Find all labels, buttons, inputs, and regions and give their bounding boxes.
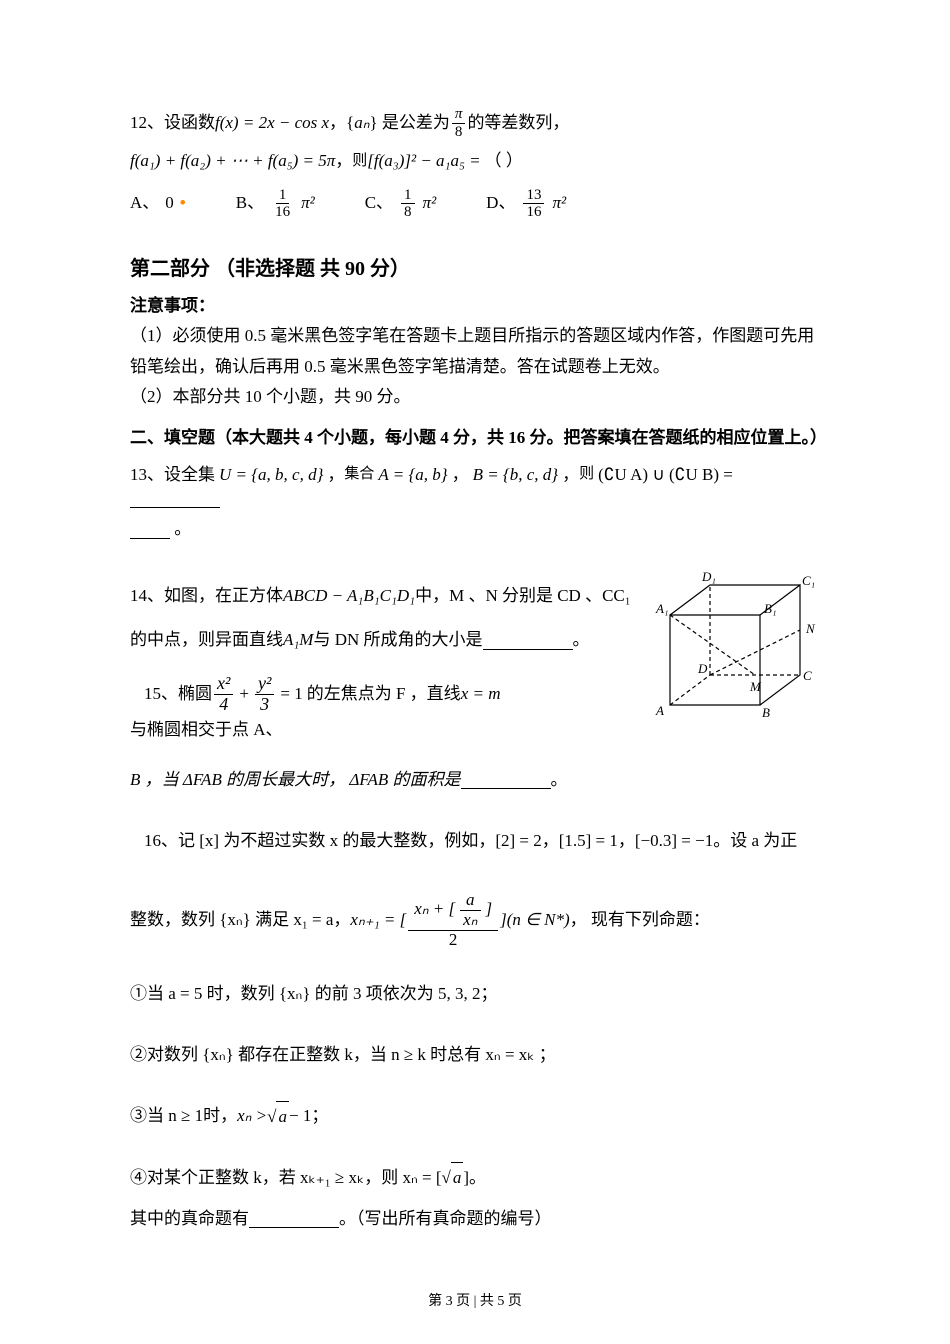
question-13: 13、 设全集 U = {a, b, c, d} ， 集合 A = {a, b}…	[130, 460, 820, 509]
q13-blank	[130, 490, 220, 508]
q16-s2: ②对数列 {xₙ} 都存在正整数 k，当 n ≥ k 时总有 xₙ = xₖ ；	[130, 1040, 820, 1071]
q12-number: 12、	[130, 108, 164, 139]
q12-expr: [f(a₃)]² − a₁a₅ =	[367, 146, 480, 177]
q15-frac2: y² 3	[255, 674, 274, 715]
q12-opt-a: A、 0 •	[130, 188, 186, 219]
section2-title: 第二部分 （非选择题 共 90 分）	[130, 251, 820, 287]
label-M: M	[749, 679, 762, 694]
q16-blank	[249, 1210, 339, 1228]
q13-B: B = {b, c, d}	[473, 460, 559, 491]
label-N: N	[805, 621, 816, 636]
q15-blank	[461, 771, 551, 789]
question-16: 16、 记 [x] 为不超过实数 x 的最大整数，例如，[2] = 2，[1.5…	[130, 826, 820, 857]
q12-frac-pi8: π 8	[452, 106, 466, 140]
q14-blank	[483, 632, 573, 650]
label-C1: C₁	[802, 573, 815, 588]
label-A: A	[655, 703, 664, 718]
q12-text1b: ，{	[329, 108, 354, 139]
q12-an: aₙ	[354, 108, 369, 139]
q12-sum: f(a₁) + f(a₂) + ⋯ + f(a₅) = 5π	[130, 146, 335, 177]
q12-opt-c: C、 18 π²	[365, 187, 436, 221]
page-footer: 第 3 页 | 共 5 页	[0, 1289, 950, 1314]
q16-s3: ③当 n ≥ 1时， xₙ > √a − 1；	[130, 1101, 820, 1133]
q15-line2: B ，当 ΔFAB 的周长最大时， ΔFAB 的面积是 。	[130, 765, 820, 796]
q14-text: 14、 如图，在正方体 ABCD − A₁B₁C₁D₁ 中，M 、N 分别是 C…	[130, 575, 640, 751]
q12-text1a: 设函数	[164, 108, 215, 139]
section2-notice: 注意事项：	[130, 291, 820, 322]
q16-s4: ④对某个正整数 k，若 xₖ₊₁ ≥ xₖ，则 xₙ = [ √a ]。	[130, 1162, 820, 1194]
q12-line2: f(a₁) + f(a₂) + ⋯ + f(a₅) = 5π ， 则 [f(a₃…	[130, 146, 820, 177]
question-14: 14、 如图，在正方体 ABCD − A₁B₁C₁D₁ 中，M 、N 分别是 C…	[130, 575, 820, 751]
q14-line2: 的中点，则异面直线 A₁M 与 DN 所成角的大小是 。	[130, 625, 640, 656]
sqrt-icon: √a	[441, 1162, 463, 1194]
marker-dot-icon: •	[180, 188, 186, 219]
q16-final: 其中的真命题有 。（写出所有真命题的编号）	[130, 1204, 820, 1235]
cube-diagram: D₁ C₁ A₁ B₁ D C A B M N	[650, 565, 820, 735]
q13-expr: (∁U A) ∪ (∁U B) =	[598, 460, 733, 491]
q15-frac1: x² 4	[214, 674, 233, 715]
q12-comma: ，	[335, 146, 352, 177]
q16-bigfrac: xₙ + [axₙ] 2	[408, 891, 498, 949]
q12-opt-d: D、 1316 π²	[486, 187, 566, 221]
q13-U: U = {a, b, c, d}	[219, 460, 323, 491]
q13-line2: 。	[130, 514, 820, 545]
q12-then: 则	[352, 148, 367, 175]
fill-title: 二、填空题（本大题共 4 个小题，每小题 4 分，共 16 分。把答案填在答题纸…	[130, 423, 820, 454]
sqrt-icon: √a	[267, 1101, 289, 1133]
q16-s1: ①当 a = 5 时，数列 {xₙ} 的前 3 项依次为 5, 3, 2；	[130, 979, 820, 1010]
q12-text1c: } 是公差为	[370, 108, 450, 139]
q13-texta: 设全集	[164, 460, 215, 491]
label-D1: D₁	[701, 569, 716, 584]
q12-text1d: 的等差数列，	[467, 108, 569, 139]
section2-rule1: （1）必须使用 0.5 毫米黑色签字笔在答题卡上题目所指示的答题区域内作答，作图…	[130, 321, 820, 382]
q13-number: 13、	[130, 460, 164, 491]
question-12: 12、 设函数 f(x) = 2x − cos x ，{ aₙ } 是公差为 π…	[130, 106, 820, 221]
label-B1: B₁	[764, 601, 776, 616]
label-B: B	[762, 705, 770, 720]
q12-paren: （ ）	[485, 146, 523, 177]
section2-rule2: （2）本部分共 10 个小题，共 90 分。	[130, 382, 820, 413]
q12-line1: 12、 设函数 f(x) = 2x − cos x ，{ aₙ } 是公差为 π…	[130, 106, 820, 140]
q13-blank2	[130, 521, 170, 539]
label-C: C	[803, 668, 812, 683]
q12-fx: f(x) = 2x − cos x	[215, 108, 329, 139]
question-15: 15、 椭圆 x² 4 + y² 3 = 1 的左焦点为 F ，直线 x = m…	[130, 674, 640, 745]
label-A1: A₁	[655, 601, 668, 616]
q12-options: A、 0 • B、 116 π² C、 18 π² D、 1316 π²	[130, 187, 820, 221]
q14-line1: 14、 如图，在正方体 ABCD − A₁B₁C₁D₁ 中，M 、N 分别是 C…	[130, 581, 640, 612]
label-D: D	[697, 661, 708, 676]
q12-opt-b: B、 116 π²	[236, 187, 315, 221]
q16-line2: 整数，数列 {xₙ} 满足 x₁ = a， xₙ₊₁ = [ xₙ + [axₙ…	[130, 891, 820, 949]
q13-A: A = {a, b}	[378, 460, 447, 491]
